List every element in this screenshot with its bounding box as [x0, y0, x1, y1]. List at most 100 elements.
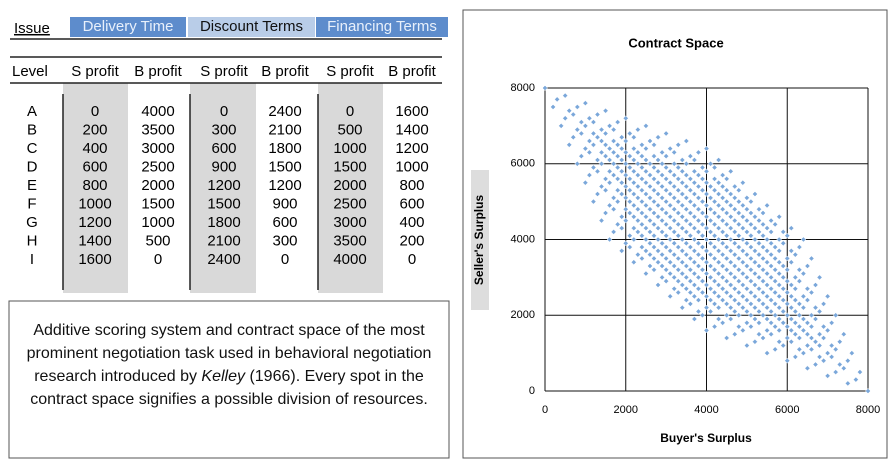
- scatter-point: [627, 232, 633, 239]
- scatter-point: [691, 316, 698, 322]
- y-tick-label: 0: [529, 385, 535, 397]
- scatter-point: [679, 202, 686, 209]
- scatter-point: [853, 376, 859, 383]
- scatter-point: [639, 232, 645, 239]
- scatter-point: [602, 107, 609, 114]
- scatter-point: [671, 229, 677, 235]
- scatter-point: [727, 191, 734, 197]
- x-tick-label: 4000: [694, 404, 718, 416]
- scatter-point: [683, 274, 690, 281]
- scatter-point: [659, 160, 665, 167]
- scatter-point: [695, 308, 702, 315]
- scatter-point: [736, 278, 742, 284]
- scatter-point: [752, 225, 758, 231]
- scatter-point: [683, 172, 690, 178]
- scatter-point: [667, 248, 673, 254]
- scatter-point: [731, 217, 738, 224]
- scatter-point: [679, 259, 686, 266]
- cell: 1400: [395, 121, 428, 138]
- scatter-point: [691, 191, 698, 197]
- scatter-point: [703, 270, 710, 277]
- scatter-point: [772, 289, 778, 296]
- scatter-point: [655, 248, 661, 254]
- scatter-point: [675, 255, 682, 262]
- column-header: B profit: [388, 63, 436, 80]
- scatter-point: [590, 119, 597, 125]
- scatter-point: [780, 274, 786, 281]
- scatter-point: [756, 308, 762, 315]
- scatter-point: [627, 153, 633, 159]
- scatter-point: [614, 176, 621, 182]
- scatter-point: [618, 157, 625, 163]
- scatter-point: [727, 213, 734, 220]
- scatter-point: [727, 236, 734, 243]
- scatter-point: [655, 134, 661, 141]
- scatter-point: [679, 191, 686, 197]
- cell: 600: [272, 214, 297, 231]
- corner-label: Issue: [14, 20, 50, 37]
- scatter-point: [647, 263, 653, 269]
- scatter-point: [740, 259, 746, 266]
- scatter-point: [776, 236, 782, 243]
- cell: 400: [82, 140, 107, 157]
- scatter-point: [784, 267, 791, 273]
- scatter-point: [627, 130, 633, 137]
- scatter-point: [675, 221, 682, 228]
- scatter-point: [788, 304, 795, 311]
- chart-title: Contract Space: [628, 35, 723, 50]
- scatter-point: [748, 289, 754, 296]
- scatter-point: [647, 183, 653, 190]
- scatter-point: [574, 104, 581, 110]
- scatter-point: [820, 323, 827, 330]
- scatter-point: [784, 278, 791, 284]
- scatter-point: [800, 350, 807, 356]
- scatter-point: [752, 338, 758, 345]
- scatter-point: [740, 213, 746, 220]
- scatter-point: [667, 191, 673, 197]
- scatter-point: [764, 350, 770, 356]
- scatter-point: [614, 221, 621, 228]
- scatter-point: [756, 297, 762, 303]
- scatter-point: [744, 195, 750, 201]
- scatter-point: [671, 217, 677, 224]
- scatter-point: [723, 198, 730, 205]
- scatter-point: [598, 183, 605, 190]
- scatter-point: [586, 138, 593, 144]
- scatter-point: [736, 301, 742, 307]
- cell: 1200: [78, 214, 111, 231]
- scatter-point: [796, 278, 803, 284]
- scatter-point: [622, 149, 629, 156]
- scatter-point: [651, 267, 657, 273]
- scatter-point: [627, 176, 633, 182]
- scatter-point: [723, 210, 730, 216]
- scatter-point: [671, 240, 677, 247]
- caption-text: Additive scoring system and contract spa…: [26, 322, 432, 385]
- scatter-point: [804, 263, 811, 269]
- cell: 300: [272, 232, 297, 249]
- scatter-point: [667, 168, 673, 175]
- scatter-point: [760, 221, 766, 228]
- scatter-point: [631, 134, 637, 141]
- column-header: Level: [12, 63, 48, 80]
- x-tick-label: 2000: [614, 404, 638, 416]
- scatter-point: [748, 267, 754, 273]
- scatter-point: [675, 142, 682, 148]
- scatter-point: [788, 282, 795, 288]
- scatter-point: [635, 217, 641, 224]
- cell: 0: [346, 103, 354, 120]
- scatter-point: [748, 312, 754, 319]
- scatter-point: [683, 251, 690, 258]
- scatter-point: [740, 225, 746, 231]
- scatter-point: [586, 172, 593, 178]
- scatter-point: [699, 232, 706, 239]
- scatter-point: [788, 259, 795, 266]
- scatter-point: [618, 225, 625, 231]
- scatter-point: [703, 236, 710, 243]
- scatter-point: [651, 232, 657, 239]
- issue-cell: [316, 17, 448, 37]
- cell: 4000: [333, 251, 366, 268]
- scatter-point: [820, 357, 827, 364]
- scatter-point: [614, 198, 621, 205]
- scatter-point: [820, 301, 827, 307]
